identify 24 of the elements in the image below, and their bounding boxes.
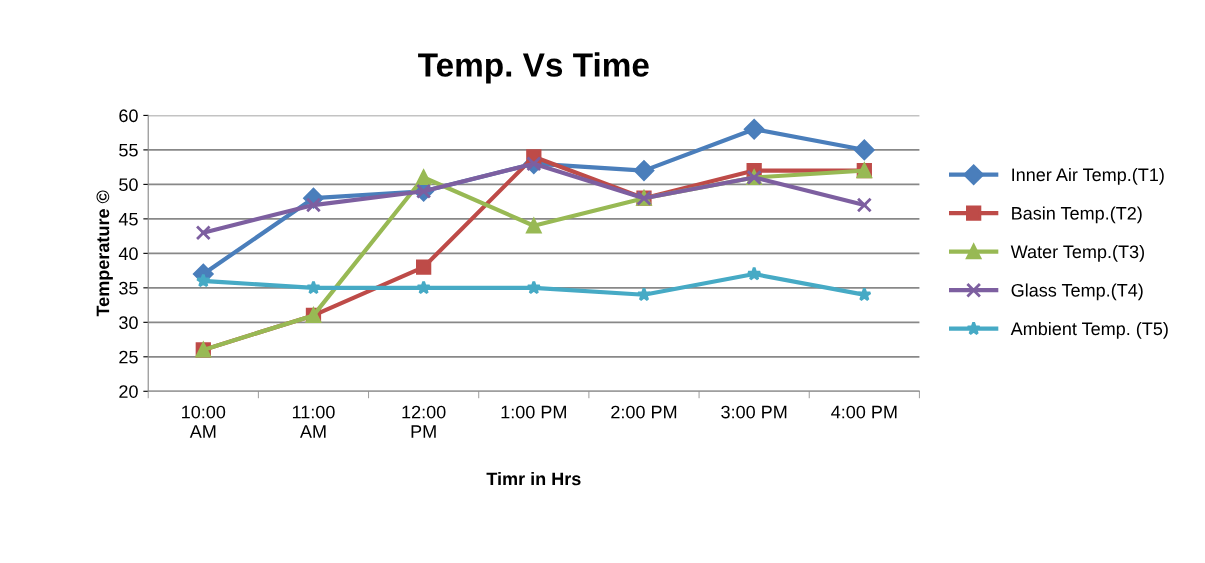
y-tick-label: 50 [119, 178, 138, 192]
x-tick-label: 3:00 PM [721, 405, 787, 419]
x-tick-label: 2:00 PM [611, 405, 677, 419]
y-tick-label: 20 [119, 385, 138, 399]
y-tick-label: 40 [118, 247, 138, 261]
y-axis-title: Temperature © [96, 190, 113, 317]
legend-label: Inner Air Temp.(T1) [1012, 167, 1164, 185]
chart-title: Temp. Vs Time [418, 52, 649, 84]
legend-label: Basin Temp.(T2) [1012, 206, 1142, 224]
x-tick-label: 10:00 AM [182, 405, 226, 438]
legend-label: Glass Temp.(T4) [1011, 283, 1143, 301]
legend-label: Ambient Temp. (T5) [1010, 321, 1168, 339]
y-tick-label: 30 [119, 316, 138, 330]
y-tick-label: 35 [119, 281, 138, 295]
x-axis-title: Timr in Hrs [486, 472, 581, 486]
x-tick-label: 1:00 PM [501, 405, 566, 419]
y-tick-label: 60 [119, 109, 138, 123]
legend-label: Water Temp.(T3) [1010, 244, 1144, 262]
y-tick-label: 25 [119, 350, 138, 364]
x-tick-label: 4:00 PM [831, 405, 897, 419]
y-tick-label: 45 [118, 212, 138, 226]
x-tick-label: 11:00 AM [292, 405, 335, 438]
y-tick-label: 55 [119, 144, 138, 157]
x-tick-label: 12:00 PM [402, 405, 446, 438]
